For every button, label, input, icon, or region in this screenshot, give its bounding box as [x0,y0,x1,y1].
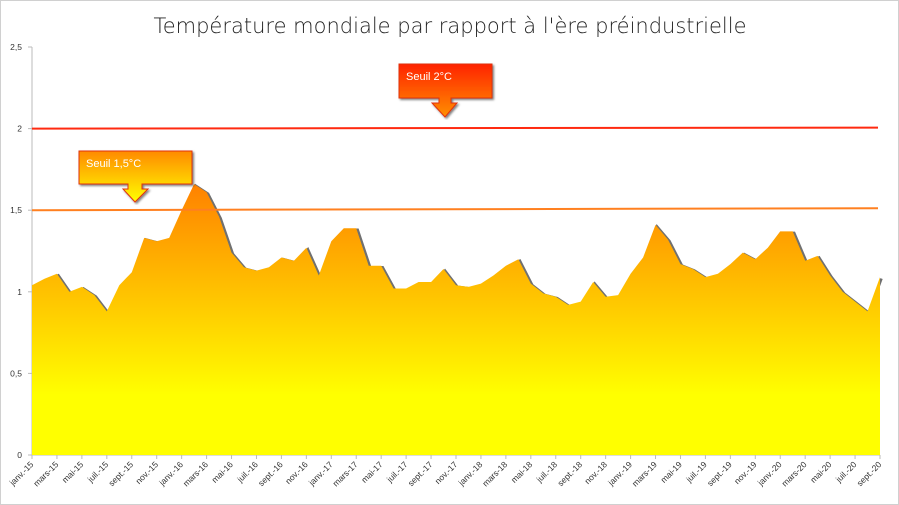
x-tick-label: mars-18 [480,459,509,488]
x-tick-label: mars-16 [181,459,210,488]
x-tick-label: sept.-19 [705,459,734,488]
x-tick-label: mai-17 [359,459,385,485]
y-axis: 0 0,5 1 1,5 2 2,5 [10,42,33,460]
x-tick-label: mai-19 [658,459,684,485]
x-tick-label: mai-15 [60,459,86,485]
x-tick-label: janv.-20 [755,459,784,488]
x-tick-label: nov.-15 [133,459,160,486]
threshold-line [31,126,879,130]
x-tick-label: sept.-17 [406,459,435,488]
x-tick-label: janv.-18 [456,459,485,488]
x-tick-label: mai-18 [509,459,535,485]
callout-arrow-shape [78,150,193,203]
x-tick-label: janv.-16 [156,459,185,488]
x-tick-label: nov.-19 [732,459,759,486]
x-tick-label: sept.-20 [855,459,884,488]
y-tick-label: 2,5 [10,42,22,52]
y-tick-label: 0,5 [10,368,22,378]
threshold-lines [31,126,879,212]
x-tick-label: nov.-16 [283,459,310,486]
x-tick-label: sept.-15 [106,459,135,488]
x-tick-label: janv.-15 [7,459,36,488]
x-tick-label: mai-16 [209,459,235,485]
x-tick-label: mars-15 [31,459,60,488]
threshold-line [31,207,879,212]
x-tick-label: nov.-17 [433,459,460,486]
plot-area [32,183,883,455]
x-tick-label: janv.-17 [306,459,335,488]
x-tick-label: nov.-18 [582,459,609,486]
x-tick-label: mars-19 [630,459,659,488]
callout-seuil-1-5 [78,150,193,203]
x-tick-label: mars-20 [779,459,808,488]
y-tick-label: 1 [17,287,22,297]
y-tick-label: 0 [17,450,22,460]
callout-label: Seuil 1,5°C [86,158,141,170]
chart-title: Température mondiale par rapport à l'ère… [153,14,746,38]
callout-arrow-shape [398,63,493,118]
x-tick-label: janv.-19 [605,459,634,488]
x-tick-label: mars-17 [331,459,360,488]
y-tick-label: 1,5 [10,205,22,215]
x-tick-label: sept.-18 [555,459,584,488]
callout-label: Seuil 2°C [406,71,452,83]
callout-seuil-2 [398,63,493,118]
x-tick-label: sept.-16 [256,459,285,488]
temperature-area [32,184,880,455]
x-tick-label: mai-20 [808,459,834,485]
y-tick-label: 2 [17,124,22,134]
